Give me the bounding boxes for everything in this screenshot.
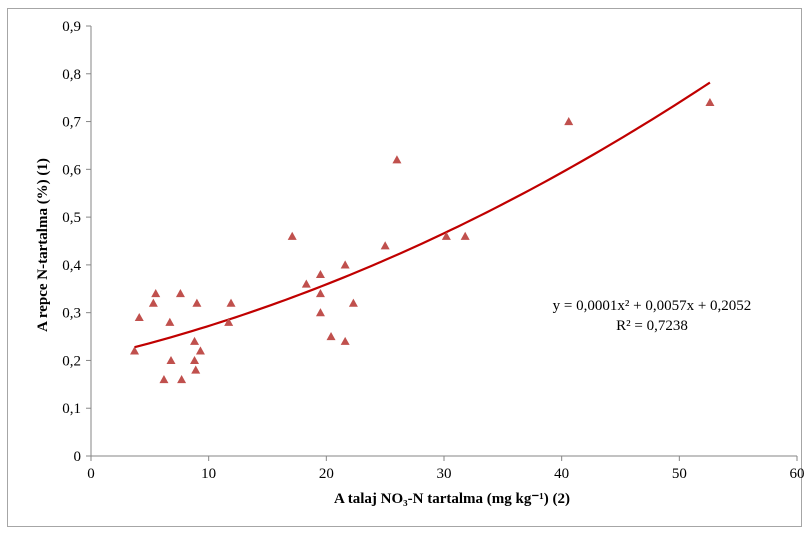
y-tick-label: 0,7 [62, 115, 81, 131]
data-point [177, 375, 187, 384]
data-point [301, 279, 311, 288]
data-point [287, 231, 297, 240]
y-axis-ticks: 0 0,1 0,2 0,3 0,4 0,5 0,6 0,7 0,8 0,9 [62, 19, 91, 465]
data-point [705, 97, 715, 107]
y-tick-label: 0,9 [62, 19, 81, 35]
data-point [151, 289, 161, 298]
x-tick-label: 20 [319, 466, 334, 482]
x-axis-title: A talaj NO₃-N tartalma (mg kg⁻¹) (2) [334, 491, 570, 507]
chart-frame [7, 8, 802, 527]
x-tick-label: 60 [790, 466, 805, 482]
r-squared-label: R² = 0,7238 [616, 318, 688, 334]
y-tick-label: 0 [74, 449, 82, 465]
y-tick-label: 0,5 [62, 210, 81, 226]
y-tick-label: 0,3 [62, 306, 81, 322]
data-point [159, 375, 169, 384]
data-point [315, 308, 325, 317]
data-point [190, 355, 200, 365]
y-tick-label: 0,4 [62, 258, 81, 274]
data-point [326, 332, 336, 341]
y-tick-label: 0,2 [62, 353, 81, 369]
data-point [165, 317, 175, 326]
data-point [226, 298, 236, 307]
data-point [380, 241, 390, 250]
data-point [315, 269, 325, 279]
data-point [130, 346, 140, 355]
x-tick-label: 30 [437, 466, 452, 482]
y-axis-title: A repce N-tartalma (%) (1) [35, 158, 51, 332]
y-tick-label: 0,1 [62, 401, 81, 417]
trendline [134, 81, 711, 349]
data-point [348, 298, 358, 307]
data-point [175, 289, 185, 298]
data-point [191, 365, 201, 374]
x-tick-label: 10 [201, 466, 216, 482]
data-point [392, 155, 402, 164]
plot-area: 0 0,1 0,2 0,3 0,4 0,5 0,6 0,7 0,8 0,9 0 10 20 30 40 50… [62, 19, 804, 482]
data-point [460, 231, 470, 240]
data-points [130, 97, 715, 384]
data-point [564, 117, 574, 126]
data-point [134, 312, 144, 322]
x-tick-label: 40 [554, 466, 569, 482]
data-point [441, 231, 451, 240]
data-point [340, 260, 350, 269]
data-point [192, 298, 202, 307]
x-axis-ticks: 0 10 20 30 40 50 60 [87, 456, 805, 482]
x-tick-label: 0 [87, 466, 95, 482]
data-point [195, 346, 205, 355]
data-point [340, 336, 350, 345]
data-point [315, 289, 325, 298]
y-tick-label: 0,8 [62, 67, 81, 83]
data-point [148, 298, 158, 307]
data-point [166, 355, 176, 365]
data-point [224, 317, 234, 326]
trendline-equation: y = 0,0001x² + 0,0057x + 0,2052 [553, 298, 752, 314]
y-tick-label: 0,6 [62, 162, 81, 178]
data-point [190, 336, 200, 345]
x-tick-label: 50 [672, 466, 687, 482]
